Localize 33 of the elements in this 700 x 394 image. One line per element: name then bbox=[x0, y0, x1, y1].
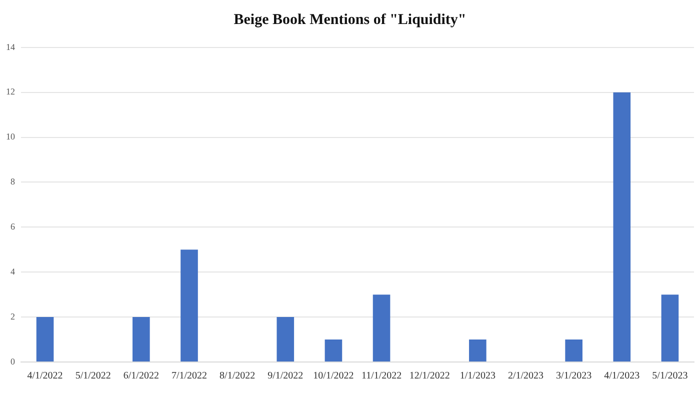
bar bbox=[613, 92, 631, 362]
y-tick-label: 14 bbox=[6, 42, 16, 52]
bar bbox=[36, 317, 54, 362]
x-tick-label: 11/1/2022 bbox=[361, 370, 402, 382]
x-tick-label: 8/1/2022 bbox=[220, 370, 256, 382]
x-tick-label: 6/1/2022 bbox=[123, 370, 159, 382]
y-tick-label: 10 bbox=[6, 132, 16, 142]
y-tick-label: 12 bbox=[6, 86, 15, 97]
x-tick-label: 10/1/2022 bbox=[313, 370, 354, 382]
x-tick-label: 9/1/2022 bbox=[268, 370, 304, 382]
x-tick-label: 4/1/2022 bbox=[27, 370, 63, 382]
y-tick-label: 2 bbox=[10, 311, 15, 322]
bar bbox=[324, 340, 342, 362]
x-tick-label: 3/1/2023 bbox=[556, 370, 592, 382]
x-tick-label: 5/1/2022 bbox=[75, 370, 111, 382]
x-tick-label: 5/1/2023 bbox=[652, 370, 688, 382]
x-tick-label: 1/1/2023 bbox=[460, 370, 496, 382]
x-tick-label: 7/1/2022 bbox=[171, 370, 208, 382]
chart-title: Beige Book Mentions of "Liquidity" bbox=[232, 11, 468, 30]
bar bbox=[132, 317, 150, 362]
y-tick-label: 0 bbox=[10, 356, 16, 366]
x-tick-label: 4/1/2023 bbox=[604, 370, 640, 382]
bar bbox=[276, 317, 294, 362]
bar bbox=[469, 340, 486, 362]
y-tick-label: 6 bbox=[10, 222, 16, 232]
x-tick-label: 2/1/2023 bbox=[508, 370, 544, 382]
bar bbox=[180, 250, 198, 362]
bar bbox=[565, 340, 582, 362]
bar bbox=[661, 294, 679, 362]
y-tick-label: 4 bbox=[10, 266, 16, 276]
bar bbox=[372, 294, 390, 362]
x-tick-label: 12/1/2022 bbox=[409, 370, 450, 382]
y-tick-label: 8 bbox=[10, 176, 16, 187]
